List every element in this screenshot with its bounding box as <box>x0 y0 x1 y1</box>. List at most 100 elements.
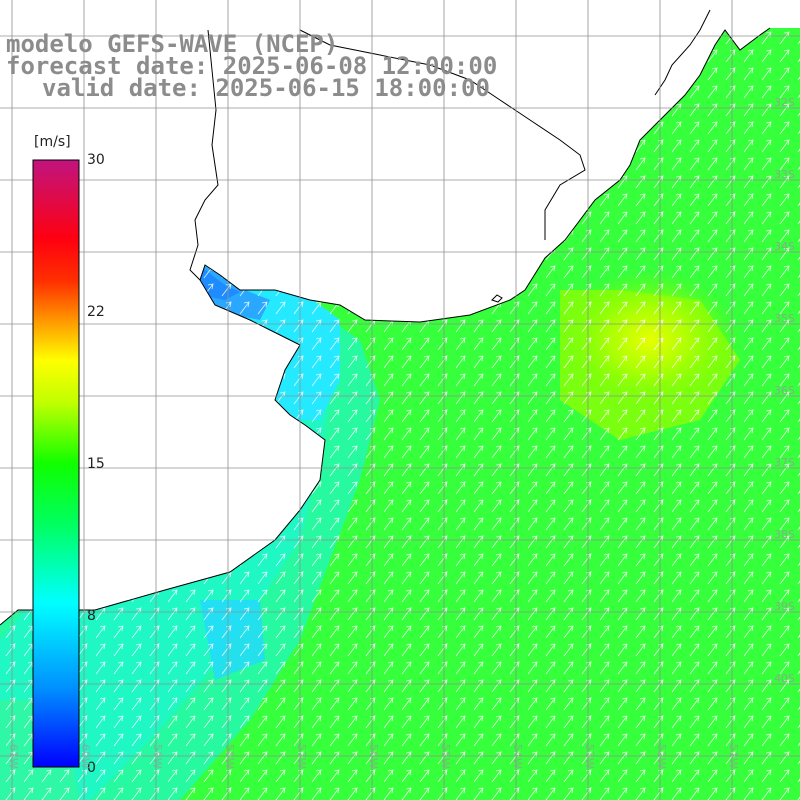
wind-arrow <box>617 283 628 297</box>
wind-arrow <box>527 463 538 477</box>
wind-arrow <box>563 283 574 297</box>
wind-arrow <box>275 301 286 315</box>
wind-arrow <box>455 751 466 765</box>
wind-arrow <box>473 679 484 693</box>
wind-arrow <box>491 751 502 765</box>
wind-arrow <box>383 535 394 549</box>
wind-arrow <box>545 517 556 531</box>
wind-arrow <box>707 571 718 585</box>
wind-arrow <box>635 445 646 459</box>
wind-arrow <box>671 301 682 315</box>
wind-arrow <box>545 625 556 639</box>
wind-arrow <box>707 535 718 549</box>
wind-arrow <box>689 643 700 657</box>
wind-arrow <box>707 715 718 729</box>
wind-arrow <box>491 445 502 459</box>
wind-arrow <box>473 589 484 603</box>
wind-arrow <box>599 517 610 531</box>
wind-arrow <box>779 643 790 657</box>
wind-arrow <box>779 175 790 189</box>
wind-arrow <box>563 355 574 369</box>
wind-arrow <box>329 787 340 800</box>
wind-arrow <box>707 625 718 639</box>
wind-arrow <box>671 697 682 711</box>
wind-arrow <box>671 103 682 117</box>
wind-arrow <box>743 679 754 693</box>
wind-arrow <box>599 481 610 495</box>
wind-arrow <box>473 373 484 387</box>
wind-arrow <box>401 679 412 693</box>
wind-arrow <box>275 571 286 585</box>
wind-arrow <box>329 463 340 477</box>
wind-arrow <box>779 229 790 243</box>
wind-arrow <box>239 733 250 747</box>
wind-arrow <box>527 337 538 351</box>
wind-arrow <box>779 751 790 765</box>
wind-arrow <box>743 427 754 441</box>
wind-arrow <box>707 211 718 225</box>
wind-arrow <box>617 661 628 675</box>
wind-arrow <box>743 787 754 800</box>
wind-arrow <box>599 589 610 603</box>
wind-arrow <box>545 499 556 513</box>
wind-arrow <box>689 391 700 405</box>
wind-arrow <box>473 499 484 513</box>
wind-arrow <box>257 589 268 603</box>
wind-arrow <box>779 247 790 261</box>
wind-arrow <box>617 571 628 585</box>
wind-arrow <box>311 337 322 351</box>
wind-arrow <box>761 193 772 207</box>
wind-arrow <box>689 481 700 495</box>
wind-arrow <box>671 517 682 531</box>
wind-arrow <box>671 787 682 800</box>
wind-arrow <box>563 661 574 675</box>
wind-arrow <box>329 661 340 675</box>
wind-arrow <box>599 319 610 333</box>
wind-arrow <box>329 391 340 405</box>
wind-arrow <box>689 607 700 621</box>
wind-arrow <box>599 715 610 729</box>
wind-arrow <box>635 751 646 765</box>
wind-arrow <box>761 355 772 369</box>
wind-arrow <box>743 49 754 63</box>
wind-arrow <box>563 247 574 261</box>
wind-arrow <box>113 751 124 765</box>
wind-arrow <box>761 121 772 135</box>
wind-arrow <box>131 697 142 711</box>
wind-arrow <box>635 283 646 297</box>
wind-arrow <box>347 427 358 441</box>
wind-arrow <box>473 751 484 765</box>
wind-arrow <box>617 445 628 459</box>
wind-arrow <box>455 355 466 369</box>
wind-arrow <box>707 661 718 675</box>
wind-arrow <box>545 445 556 459</box>
wind-arrow <box>545 337 556 351</box>
wind-arrow <box>599 283 610 297</box>
wind-arrow <box>275 553 286 567</box>
colorbar-scale <box>32 159 80 768</box>
wind-arrow <box>635 517 646 531</box>
wind-arrow <box>563 571 574 585</box>
wind-arrow <box>545 697 556 711</box>
wind-arrow <box>545 427 556 441</box>
wind-arrow <box>239 697 250 711</box>
wind-arrow <box>563 607 574 621</box>
wind-arrow <box>617 265 628 279</box>
wind-arrow <box>743 697 754 711</box>
wind-arrow <box>743 373 754 387</box>
wind-arrow <box>455 589 466 603</box>
wind-arrow <box>689 247 700 261</box>
wind-arrow <box>761 103 772 117</box>
wind-arrow <box>113 733 124 747</box>
wind-arrow <box>779 391 790 405</box>
wind-arrow <box>347 481 358 495</box>
wind-arrow <box>527 373 538 387</box>
wind-arrow <box>743 733 754 747</box>
wind-arrow <box>761 499 772 513</box>
wind-arrow <box>761 319 772 333</box>
wind-arrow <box>689 517 700 531</box>
wind-arrow <box>401 751 412 765</box>
wind-arrow <box>689 193 700 207</box>
wind-arrow <box>689 769 700 783</box>
wind-arrow <box>113 643 124 657</box>
